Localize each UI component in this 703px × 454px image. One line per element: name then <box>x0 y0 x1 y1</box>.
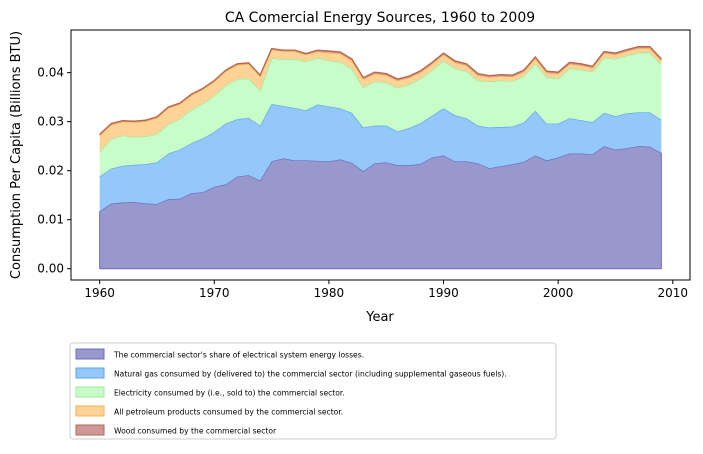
series-area-4 <box>99 48 662 153</box>
legend-swatch-2 <box>75 367 105 379</box>
y-axis: 0.00 0.01 0.02 0.03 0.04 <box>37 66 71 276</box>
legend-label-2: Natural gas consumed by (delivered to) t… <box>114 370 507 379</box>
series-area-1-edge <box>99 153 662 270</box>
x-tick-label: 2010 <box>658 286 689 300</box>
series-line-5 <box>99 46 662 135</box>
legend-entries: The commercial sector's share of electri… <box>75 348 507 436</box>
y-tick-label: 0.03 <box>37 115 64 129</box>
x-tick-label: 1990 <box>428 286 459 300</box>
legend-label-5: Wood consumed by the commercial sector <box>114 427 277 436</box>
legend: The commercial sector's share of electri… <box>69 342 557 440</box>
y-axis-label: Consumption Per Capita (Billions BTU) <box>9 31 24 279</box>
legend-swatch-4 <box>75 405 105 417</box>
series-area-2 <box>99 104 662 212</box>
series-area-3 <box>99 52 662 177</box>
y-tick-label: 0.04 <box>37 66 64 80</box>
legend-frame <box>69 342 557 440</box>
legend-label-4: All petroleum products consumed by the c… <box>114 408 343 417</box>
legend-label-1: The commercial sector's share of electri… <box>113 351 364 360</box>
x-tick-label: 1970 <box>199 286 230 300</box>
x-tick-label: 1980 <box>314 286 345 300</box>
x-axis: 1960 1970 1980 1990 2000 2010 <box>84 280 688 300</box>
x-tick-label: 2000 <box>543 286 574 300</box>
legend-swatch-1 <box>75 348 105 360</box>
plot-frame <box>70 29 691 281</box>
y-tick-label: 0.02 <box>37 164 64 178</box>
y-tick-label: 0.00 <box>37 262 64 276</box>
chart-title: CA Comercial Energy Sources, 1960 to 200… <box>225 10 535 26</box>
y-tick-label: 0.01 <box>37 213 64 227</box>
x-tick-label: 1960 <box>84 286 115 300</box>
series-areas <box>99 46 662 270</box>
legend-label-3: Electricity consumed by (i.e., sold to) … <box>114 389 345 398</box>
legend-swatch-3 <box>75 386 105 398</box>
legend-swatch-5 <box>75 424 105 436</box>
x-axis-label: Year <box>365 310 394 325</box>
